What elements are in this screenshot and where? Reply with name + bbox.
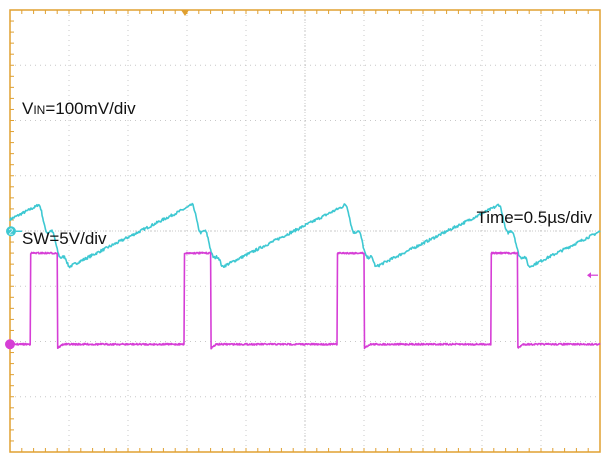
traces	[9, 202, 601, 350]
sw-trace	[9, 251, 601, 350]
ch2-ground-marker: 2	[6, 226, 22, 237]
vin-label: VIN=100mV/div	[22, 99, 136, 118]
time-label: Time=0.5µs/div	[477, 208, 593, 227]
vin-trace	[9, 202, 601, 269]
sw-ground-marker	[5, 339, 15, 350]
markers: 2	[5, 10, 598, 350]
ch2-marker-text: 2	[9, 228, 14, 237]
grid	[9, 9, 601, 453]
trigger-position-marker	[181, 10, 189, 16]
sw-label: SW=5V/div	[22, 229, 107, 248]
trigger-level-arrow	[587, 272, 591, 279]
ch2-marker-dot	[6, 226, 16, 237]
